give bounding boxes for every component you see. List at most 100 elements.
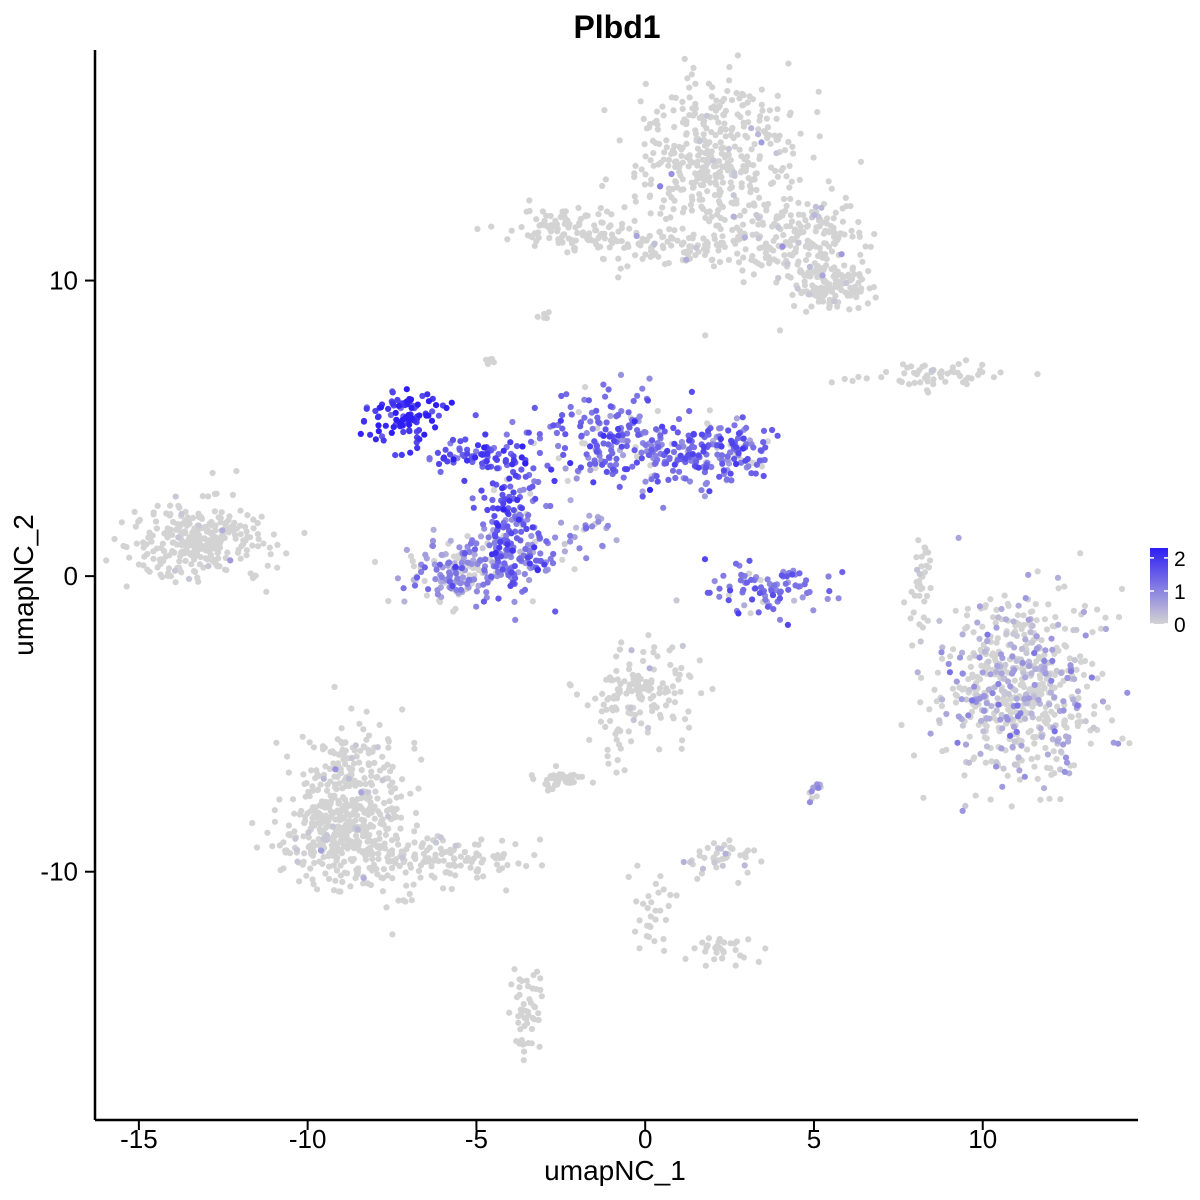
data-point (495, 595, 502, 602)
data-point (614, 757, 621, 764)
data-point (457, 586, 465, 594)
data-point (659, 242, 666, 249)
data-point (506, 475, 513, 482)
data-point (995, 680, 1002, 688)
data-point (640, 648, 647, 656)
data-point (1031, 763, 1038, 770)
data-point (826, 588, 833, 595)
data-point (1126, 740, 1133, 747)
data-point (675, 416, 683, 423)
data-point (851, 271, 858, 278)
data-point (626, 661, 633, 668)
data-point (696, 191, 703, 198)
data-point (713, 97, 720, 104)
data-point (640, 900, 647, 907)
data-point (528, 772, 535, 779)
data-point (488, 223, 495, 230)
data-point (586, 230, 593, 237)
data-point (642, 153, 649, 160)
data-point (720, 144, 727, 151)
data-point (452, 842, 459, 849)
data-point (1064, 674, 1071, 682)
data-point (521, 571, 528, 578)
data-point (1054, 737, 1061, 745)
data-point (605, 454, 613, 461)
data-point (599, 182, 606, 190)
data-point (374, 414, 382, 421)
data-point (728, 477, 735, 484)
data-point (851, 286, 858, 293)
data-point (825, 243, 833, 250)
data-point (830, 215, 837, 222)
data-point (936, 370, 944, 377)
data-point (621, 204, 628, 211)
data-point (916, 621, 923, 628)
data-point (716, 189, 723, 197)
data-point (689, 235, 696, 242)
data-point (354, 796, 361, 803)
data-point (568, 411, 575, 418)
data-point (515, 1013, 522, 1020)
data-point (648, 176, 655, 183)
data-point (724, 87, 731, 95)
data-point (678, 745, 685, 752)
data-point (1081, 602, 1088, 610)
data-point (917, 586, 924, 593)
data-point (665, 476, 672, 483)
data-point (513, 1038, 520, 1045)
data-point (454, 575, 461, 582)
data-point (740, 279, 747, 286)
data-point (533, 216, 540, 223)
data-point (338, 725, 345, 732)
data-point (1077, 658, 1085, 666)
data-point (725, 597, 732, 604)
data-point (432, 424, 439, 431)
data-point (825, 178, 832, 185)
data-point (1036, 672, 1043, 679)
data-point (201, 524, 208, 531)
data-point (668, 234, 675, 241)
data-point (237, 507, 244, 514)
x-tick-label: -10 (289, 1124, 327, 1154)
data-point (956, 372, 964, 380)
data-point (740, 92, 747, 99)
data-point (659, 103, 666, 110)
data-point (735, 610, 742, 617)
data-point (687, 201, 695, 208)
data-point (1041, 718, 1048, 725)
data-point (449, 436, 457, 443)
data-point (717, 214, 724, 222)
data-point (509, 418, 516, 426)
data-point (819, 254, 826, 261)
data-point (718, 443, 725, 450)
data-point (395, 841, 402, 848)
colorbar-label: 0 (1174, 614, 1186, 637)
data-point (651, 119, 658, 126)
data-point (528, 1025, 536, 1033)
data-point (997, 716, 1004, 723)
data-point (348, 754, 355, 762)
data-point (515, 516, 523, 523)
data-point (616, 483, 623, 490)
data-point (789, 291, 796, 298)
data-point (738, 571, 745, 578)
data-point (335, 888, 342, 895)
data-point (1038, 637, 1045, 644)
data-point (698, 431, 706, 438)
data-point (914, 669, 921, 676)
data-point (698, 487, 705, 494)
data-point (623, 466, 631, 473)
data-point (756, 153, 764, 160)
data-point (211, 559, 218, 566)
data-point (457, 580, 464, 587)
data-point (571, 566, 578, 573)
data-point (336, 831, 344, 838)
data-point (788, 218, 796, 225)
data-point (421, 431, 428, 438)
data-point (801, 581, 808, 588)
data-point (545, 309, 552, 316)
data-point (403, 882, 410, 889)
data-point (273, 739, 280, 746)
data-point (627, 705, 634, 712)
data-point (756, 590, 764, 597)
